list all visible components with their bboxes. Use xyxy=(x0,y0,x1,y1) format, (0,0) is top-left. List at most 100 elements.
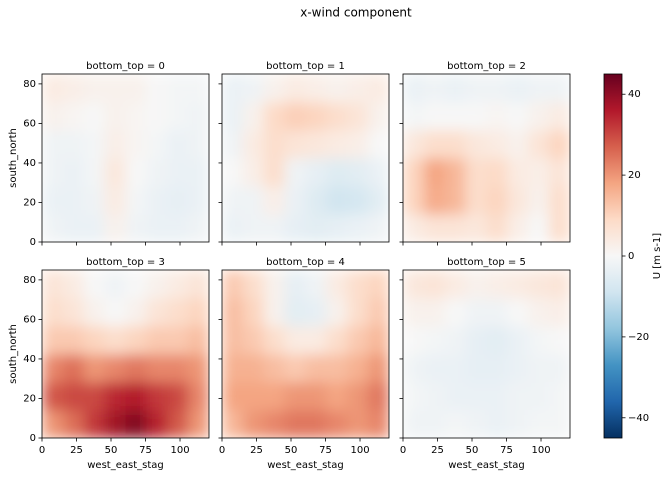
heat-cell xyxy=(42,410,64,438)
heat-cell xyxy=(188,158,209,187)
x-tick-label: 50 xyxy=(285,445,298,456)
heat-cell xyxy=(403,102,425,131)
heat-cell xyxy=(403,410,425,438)
heat-cell xyxy=(62,298,85,327)
heat-cell xyxy=(423,214,446,242)
heat-cell xyxy=(326,298,348,327)
heat-cell xyxy=(347,410,369,438)
heat-cell xyxy=(486,130,508,159)
y-axis-label: south_north xyxy=(8,324,19,384)
heat-cell xyxy=(549,270,570,299)
heat-cell xyxy=(444,382,467,411)
heat-cell xyxy=(167,186,189,215)
heat-cell xyxy=(507,270,529,299)
heat-cell xyxy=(507,130,529,159)
axes-frame xyxy=(41,269,210,439)
heat-cell xyxy=(507,326,529,355)
heat-cell xyxy=(423,298,446,327)
heat-cell xyxy=(222,298,244,327)
x-tick-label: 100 xyxy=(170,445,189,456)
heat-cell xyxy=(326,186,348,215)
heat-cell xyxy=(423,186,446,215)
colorbar xyxy=(604,74,622,438)
heat-cell xyxy=(423,326,446,355)
y-tick-label: 60 xyxy=(23,118,36,129)
heat-cell xyxy=(284,130,306,159)
heat-cell xyxy=(104,158,126,187)
axes-frame xyxy=(221,73,390,243)
panel xyxy=(222,74,389,242)
heat-cell xyxy=(507,382,529,411)
heat-cell xyxy=(368,158,389,187)
heat-cell xyxy=(284,382,306,411)
heat-cell xyxy=(284,354,306,383)
heat-cell xyxy=(347,298,369,327)
heat-cell xyxy=(104,410,126,438)
heat-cell xyxy=(528,298,550,327)
heat-cell xyxy=(83,186,106,215)
heat-cell xyxy=(242,382,265,411)
heat-cell xyxy=(242,354,265,383)
heat-cell xyxy=(528,354,550,383)
heat-cell xyxy=(188,382,209,411)
facet-title: bottom_top = 1 xyxy=(266,61,345,72)
heat-cell xyxy=(242,214,265,242)
heat-cell xyxy=(507,298,529,327)
heat-cell xyxy=(104,102,126,131)
y-tick-label: 40 xyxy=(23,158,36,169)
heat-cell xyxy=(104,354,126,383)
heat-cell xyxy=(125,410,147,438)
heat-cell xyxy=(465,298,487,327)
heat-cell xyxy=(528,410,550,438)
heat-cell xyxy=(263,186,286,215)
heatmap xyxy=(403,270,570,438)
heat-cell xyxy=(444,326,467,355)
x-axis-label: west_east_stag xyxy=(267,460,343,471)
heat-cell xyxy=(83,214,106,242)
heat-cell xyxy=(368,214,389,242)
heat-cell xyxy=(347,186,369,215)
heat-cell xyxy=(188,186,209,215)
heat-cell xyxy=(188,410,209,438)
heat-cell xyxy=(167,410,189,438)
heat-cell xyxy=(222,214,244,242)
heat-cell xyxy=(347,158,369,187)
y-tick-label: 0 xyxy=(30,433,36,444)
heat-cell xyxy=(368,102,389,131)
heat-cell xyxy=(263,410,286,438)
heat-cell xyxy=(104,186,126,215)
heat-cell xyxy=(326,214,348,242)
heat-cell xyxy=(368,298,389,327)
heat-cell xyxy=(305,158,327,187)
heat-cell xyxy=(242,410,265,438)
heat-cell xyxy=(104,74,126,103)
chart-title: x-wind component xyxy=(300,6,412,20)
heat-cell xyxy=(146,186,168,215)
heat-cell xyxy=(507,74,529,103)
heat-cell xyxy=(222,270,244,299)
heat-cell xyxy=(62,74,85,103)
heat-cell xyxy=(486,382,508,411)
heat-cell xyxy=(146,382,168,411)
x-tick-label: 25 xyxy=(250,445,263,456)
heat-cell xyxy=(444,410,467,438)
heat-cell xyxy=(347,102,369,131)
heat-cell xyxy=(83,382,106,411)
heat-cell xyxy=(284,158,306,187)
heat-cell xyxy=(507,158,529,187)
axes-frame xyxy=(41,73,210,243)
heat-cell xyxy=(549,158,570,187)
heat-cell xyxy=(528,130,550,159)
heat-cell xyxy=(423,382,446,411)
heat-cell xyxy=(549,186,570,215)
heat-cell xyxy=(167,158,189,187)
heat-cell xyxy=(188,354,209,383)
heat-cell xyxy=(242,186,265,215)
heat-cell xyxy=(263,74,286,103)
heat-cell xyxy=(284,270,306,299)
x-tick-label: 75 xyxy=(139,445,152,456)
heat-cell xyxy=(62,354,85,383)
heat-cell xyxy=(146,74,168,103)
heat-cell xyxy=(444,270,467,299)
heat-cell xyxy=(104,214,126,242)
